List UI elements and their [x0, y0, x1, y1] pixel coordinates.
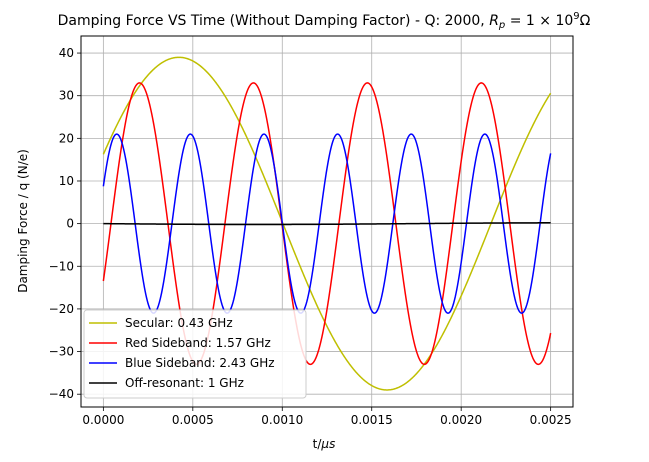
- legend-label: Red Sideband: 1.57 GHz: [125, 336, 271, 350]
- legend: Secular: 0.43 GHz Red Sideband: 1.57 GHz B…: [83, 309, 307, 399]
- x-axis-label: t/μs: [313, 437, 336, 451]
- x-axis-label-mu: μ: [320, 437, 329, 451]
- legend-label: Secular: 0.43 GHz: [125, 316, 233, 330]
- series-line-0: [102, 56, 552, 391]
- chart-title: Damping Force VS Time (Without Damping F…: [58, 11, 591, 31]
- title-exponent: 9: [573, 11, 579, 22]
- y-tick-label: 30: [59, 89, 74, 103]
- legend-label: Off-resonant: 1 GHz: [125, 376, 244, 390]
- chart-title-text: Damping Force VS Time (Without Damping F…: [58, 13, 490, 29]
- y-tick-label: 40: [59, 46, 74, 60]
- title-rp-subscript: p: [498, 20, 505, 31]
- y-tick-label: 10: [59, 174, 74, 188]
- y-axis-label: Damping Force / q (N/e): [16, 149, 30, 293]
- title-rp: R: [489, 13, 499, 29]
- y-tick-label: 0: [66, 217, 74, 231]
- x-tick-label: 0.0010: [261, 413, 303, 427]
- title-equals: = 1 × 10: [505, 13, 573, 29]
- x-tick-label: 0.0005: [172, 413, 214, 427]
- series-line-3: [103, 222, 551, 226]
- series-line-1: [102, 82, 552, 366]
- x-tick-label: 0.0025: [530, 413, 572, 427]
- y-tick-label: 20: [59, 131, 74, 145]
- y-tick-label: −10: [49, 259, 74, 273]
- y-tick-label: −30: [49, 345, 74, 359]
- y-tick-label: −40: [49, 387, 74, 401]
- series-line-2: [102, 133, 552, 314]
- legend-box: [83, 309, 307, 399]
- title-unit: Ω: [580, 13, 591, 29]
- plot-frame: [80, 35, 574, 408]
- legend-label: Blue Sideband: 2.43 GHz: [125, 356, 275, 370]
- x-tick-label: 0.0015: [351, 413, 393, 427]
- series-lines: [102, 56, 552, 391]
- y-tick-label: −20: [49, 302, 74, 316]
- x-axis-label-t: t/: [313, 437, 323, 451]
- x-axis-label-s: s: [329, 437, 335, 451]
- x-tick-label: 0.0000: [82, 413, 124, 427]
- axis-ticks: 0.0000 0.0005 0.0010 0.0015 0.0020 0.0025 −40 −…: [49, 46, 572, 427]
- x-tick-label: 0.0020: [440, 413, 482, 427]
